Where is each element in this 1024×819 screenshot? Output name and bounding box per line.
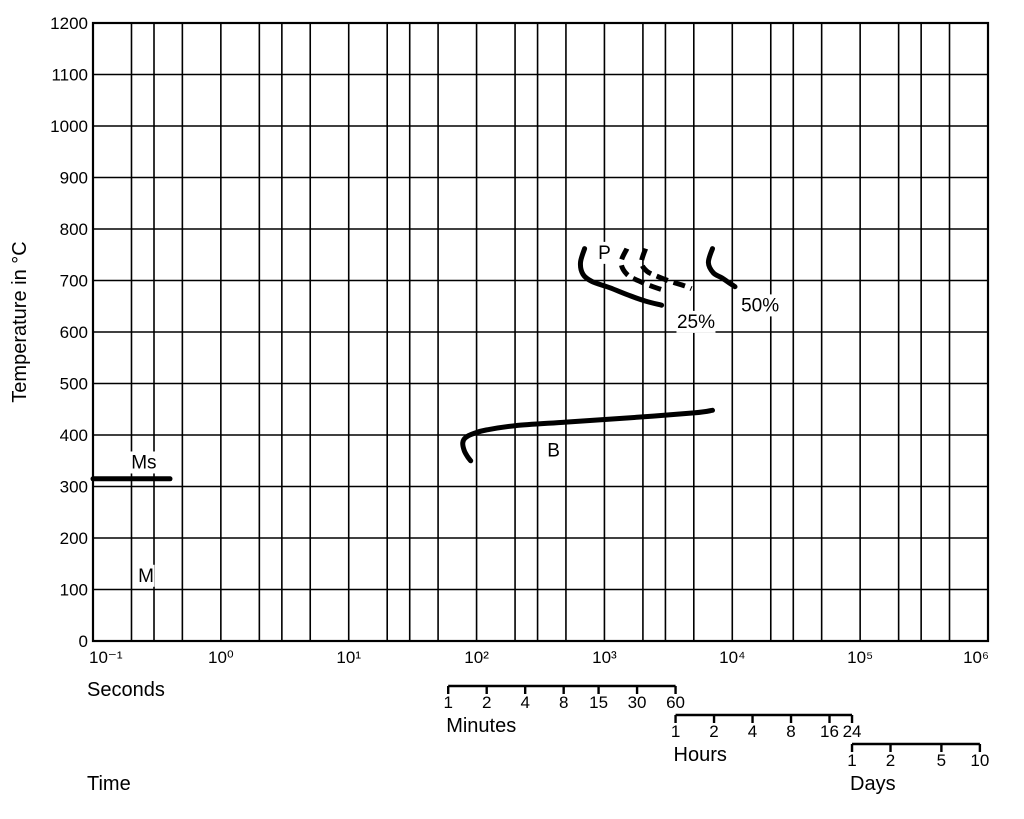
x-tick-label: 10⁶ xyxy=(963,648,989,667)
y-tick-label: 1000 xyxy=(50,117,88,136)
annotation-label: 50% xyxy=(741,295,779,316)
y-tick-label: 800 xyxy=(60,220,88,239)
y-tick-label: 100 xyxy=(60,581,88,600)
y-tick-label: 700 xyxy=(60,272,88,291)
y-tick-label: 1100 xyxy=(51,66,88,85)
time-scale-tick-label: 2 xyxy=(886,751,895,770)
time-scale-tick-label: 1 xyxy=(443,693,452,712)
time-scale-tick-label: 24 xyxy=(843,722,862,741)
annotation-label: P xyxy=(598,243,611,264)
curve-25pct xyxy=(618,247,667,294)
time-scale-tick-label: 4 xyxy=(520,693,529,712)
x-tick-label: 10² xyxy=(464,648,489,667)
time-scale-tick-label: 16 xyxy=(820,722,839,741)
y-axis-title: Temperature in °C xyxy=(9,241,31,402)
plot-frame xyxy=(91,21,990,643)
time-scale-tick-label: 1 xyxy=(671,722,680,741)
y-tick-label: 0 xyxy=(79,632,88,651)
annotation-label: Ms xyxy=(131,452,156,473)
curve-p xyxy=(577,246,665,308)
time-scale-tick-label: 30 xyxy=(628,693,647,712)
annotation-label: B xyxy=(547,441,560,462)
curve-25pct xyxy=(639,247,693,292)
annotation-bg xyxy=(137,564,155,587)
time-scale-label: Seconds xyxy=(87,679,165,701)
x-tick-label: 10⁵ xyxy=(847,648,873,667)
time-scale-tick-label: 8 xyxy=(786,722,795,741)
time-scale-tick-label: 2 xyxy=(482,693,491,712)
annotations: Ms M B P 25% 50% xyxy=(129,241,780,587)
time-scale-tick-label: 4 xyxy=(748,722,757,741)
x-tick-label: 10⁻¹ xyxy=(89,648,123,667)
y-tick-label: 900 xyxy=(60,169,88,188)
x-tick-label: 10⁴ xyxy=(719,648,745,667)
annotation-label: 25% xyxy=(677,312,715,333)
annotation-bg xyxy=(595,241,613,264)
y-tick-label: 300 xyxy=(60,478,88,497)
x-axis-ticks: 10⁻¹ 10⁰ 10¹ 10² 10³ 10⁴ 10⁵ 10⁶ xyxy=(89,648,989,667)
y-tick-label: 600 xyxy=(60,323,88,342)
x-tick-label: 10³ xyxy=(592,648,617,667)
annotation-bg xyxy=(676,310,716,333)
annotation-bg xyxy=(740,294,780,317)
time-scale-tick-label: 5 xyxy=(937,751,946,770)
annotation-bg xyxy=(129,451,158,474)
x-tick-label: 10¹ xyxy=(336,648,361,667)
y-axis-ticks: 0 100 200 300 400 500 600 700 800 900 1000 1100 1200 xyxy=(50,14,88,651)
curve-50pct xyxy=(705,246,738,290)
curves xyxy=(90,246,738,482)
time-scale-tick-label: 8 xyxy=(559,693,568,712)
x-axis-title: Time xyxy=(87,773,131,795)
y-tick-label: 500 xyxy=(60,375,88,394)
curve-b xyxy=(460,407,715,464)
grid xyxy=(92,22,988,642)
y-tick-label: 200 xyxy=(60,529,88,548)
annotation-bg xyxy=(545,439,563,462)
time-scale-tick-label: 1 xyxy=(847,751,856,770)
time-scale-tick-label: 15 xyxy=(589,693,608,712)
x-tick-label: 10⁰ xyxy=(208,648,234,667)
annotation-label: M xyxy=(138,566,154,587)
y-tick-label: 400 xyxy=(60,426,88,445)
time-scale-label: Minutes xyxy=(446,715,516,737)
y-tick-label: 1200 xyxy=(50,14,88,33)
time-scale-label: Hours xyxy=(674,744,727,766)
time-scale-tick-label: 10 xyxy=(970,751,989,770)
time-scale-label: Days xyxy=(850,773,896,795)
time-scale-tick-label: 60 xyxy=(666,693,685,712)
time-scale-tick-label: 2 xyxy=(709,722,718,741)
